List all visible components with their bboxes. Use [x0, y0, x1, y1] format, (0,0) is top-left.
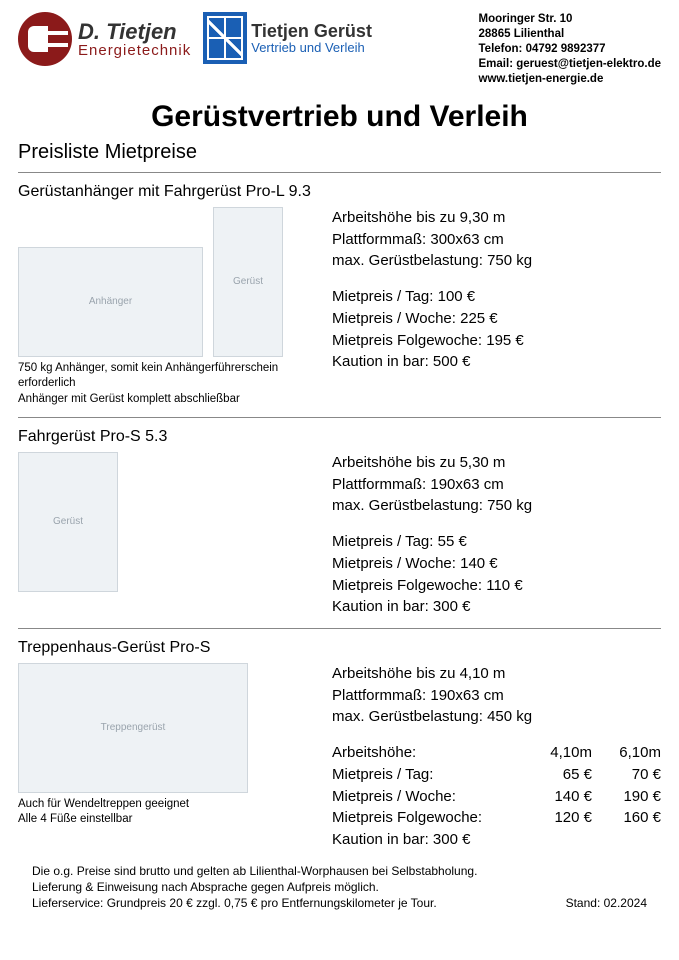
- item-3-deposit: Kaution in bar: 300 €: [332, 829, 661, 851]
- pt-h1: 4,10m: [537, 742, 592, 764]
- item-3-caption-2: Alle 4 Füße einstellbar: [18, 812, 318, 828]
- contact-city: 28865 Lilienthal: [479, 27, 661, 42]
- page-title: Gerüstvertrieb und Verleih: [18, 97, 661, 138]
- item-1-price-day: Mietpreis / Tag: 100 €: [332, 286, 661, 308]
- item-2-load: max. Gerüstbelastung: 750 kg: [332, 495, 661, 517]
- header: D. Tietjen Energietechnik Tietjen Gerüst…: [18, 12, 661, 87]
- item-3-price-table: Arbeitshöhe: 4,10m 6,10m Mietpreis / Tag…: [332, 742, 661, 829]
- pt-day2: 70 €: [606, 764, 661, 786]
- item-1-height: Arbeitshöhe bis zu 9,30 m: [332, 207, 661, 229]
- item-2-name: Fahrgerüst Pro-S 5.3: [18, 426, 661, 448]
- item-1: Gerüstanhänger mit Fahrgerüst Pro-L 9.3 …: [18, 177, 661, 413]
- tower-image: Gerüst: [213, 207, 283, 357]
- item-3-platform: Plattformmaß: 190x63 cm: [332, 685, 661, 707]
- item-2-price-week: Mietpreis / Woche: 140 €: [332, 553, 661, 575]
- logo-geruest: Tietjen Gerüst Vertrieb und Verleih: [203, 12, 372, 64]
- item-1-caption-1: 750 kg Anhänger, somit kein Anhängerführ…: [18, 361, 318, 392]
- footer-line-2: Lieferung & Einweisung nach Absprache ge…: [32, 879, 647, 895]
- logo2-line1: Tietjen Gerüst: [251, 22, 372, 41]
- contact-phone: Telefon: 04792 9892377: [479, 42, 661, 57]
- pt-h-label: Arbeitshöhe:: [332, 742, 523, 764]
- scaffold-icon: [203, 12, 247, 64]
- item-3-load: max. Gerüstbelastung: 450 kg: [332, 706, 661, 728]
- pt-week2: 190 €: [606, 786, 661, 808]
- divider: [18, 172, 661, 173]
- item-3: Treppenhaus-Gerüst Pro-S Treppengerüst A…: [18, 633, 661, 857]
- page-subtitle: Preisliste Mietpreise: [18, 139, 661, 166]
- pt-day1: 65 €: [537, 764, 592, 786]
- item-1-caption-2: Anhänger mit Gerüst komplett abschließba…: [18, 392, 318, 408]
- item-2-height: Arbeitshöhe bis zu 5,30 m: [332, 452, 661, 474]
- footer-line-1: Die o.g. Preise sind brutto und gelten a…: [32, 863, 647, 879]
- item-2-deposit: Kaution in bar: 300 €: [332, 596, 661, 618]
- scaffold-s-image: Gerüst: [18, 452, 118, 592]
- trailer-image: Anhänger: [18, 247, 203, 357]
- item-2-price-follow: Mietpreis Folgewoche: 110 €: [332, 575, 661, 597]
- plug-icon: [18, 12, 72, 66]
- pt-week1: 140 €: [537, 786, 592, 808]
- footer-line-3: Lieferservice: Grundpreis 20 € zzgl. 0,7…: [32, 895, 437, 911]
- divider: [18, 628, 661, 629]
- logo1-line2: Energietechnik: [78, 43, 191, 59]
- item-2-price-day: Mietpreis / Tag: 55 €: [332, 531, 661, 553]
- item-2: Fahrgerüst Pro-S 5.3 Gerüst Arbeitshöhe …: [18, 422, 661, 624]
- item-3-height: Arbeitshöhe bis zu 4,10 m: [332, 663, 661, 685]
- pt-week-label: Mietpreis / Woche:: [332, 786, 523, 808]
- contact-street: Mooringer Str. 10: [479, 12, 661, 27]
- logo2-line2: Vertrieb und Verleih: [251, 41, 372, 55]
- item-2-platform: Plattformmaß: 190x63 cm: [332, 474, 661, 496]
- contact-web: www.tietjen-energie.de: [479, 72, 661, 87]
- contact-block: Mooringer Str. 10 28865 Lilienthal Telef…: [479, 12, 661, 87]
- pt-follow1: 120 €: [537, 807, 592, 829]
- pt-follow2: 160 €: [606, 807, 661, 829]
- footer-date: Stand: 02.2024: [566, 895, 647, 911]
- pt-h2: 6,10m: [606, 742, 661, 764]
- item-3-name: Treppenhaus-Gerüst Pro-S: [18, 637, 661, 659]
- pt-follow-label: Mietpreis Folgewoche:: [332, 807, 523, 829]
- item-1-price-week: Mietpreis / Woche: 225 €: [332, 308, 661, 330]
- logo-energietechnik: D. Tietjen Energietechnik: [18, 12, 191, 66]
- pt-day-label: Mietpreis / Tag:: [332, 764, 523, 786]
- item-1-price-follow: Mietpreis Folgewoche: 195 €: [332, 330, 661, 352]
- item-1-deposit: Kaution in bar: 500 €: [332, 351, 661, 373]
- item-1-platform: Plattformmaß: 300x63 cm: [332, 229, 661, 251]
- logo1-line1: D. Tietjen: [78, 20, 191, 43]
- item-1-load: max. Gerüstbelastung: 750 kg: [332, 250, 661, 272]
- footer: Die o.g. Preise sind brutto und gelten a…: [18, 863, 661, 912]
- divider: [18, 417, 661, 418]
- stair-scaffold-image: Treppengerüst: [18, 663, 248, 793]
- item-3-caption-1: Auch für Wendeltreppen geeignet: [18, 797, 318, 813]
- contact-email: Email: geruest@tietjen-elektro.de: [479, 57, 661, 72]
- item-1-name: Gerüstanhänger mit Fahrgerüst Pro-L 9.3: [18, 181, 661, 203]
